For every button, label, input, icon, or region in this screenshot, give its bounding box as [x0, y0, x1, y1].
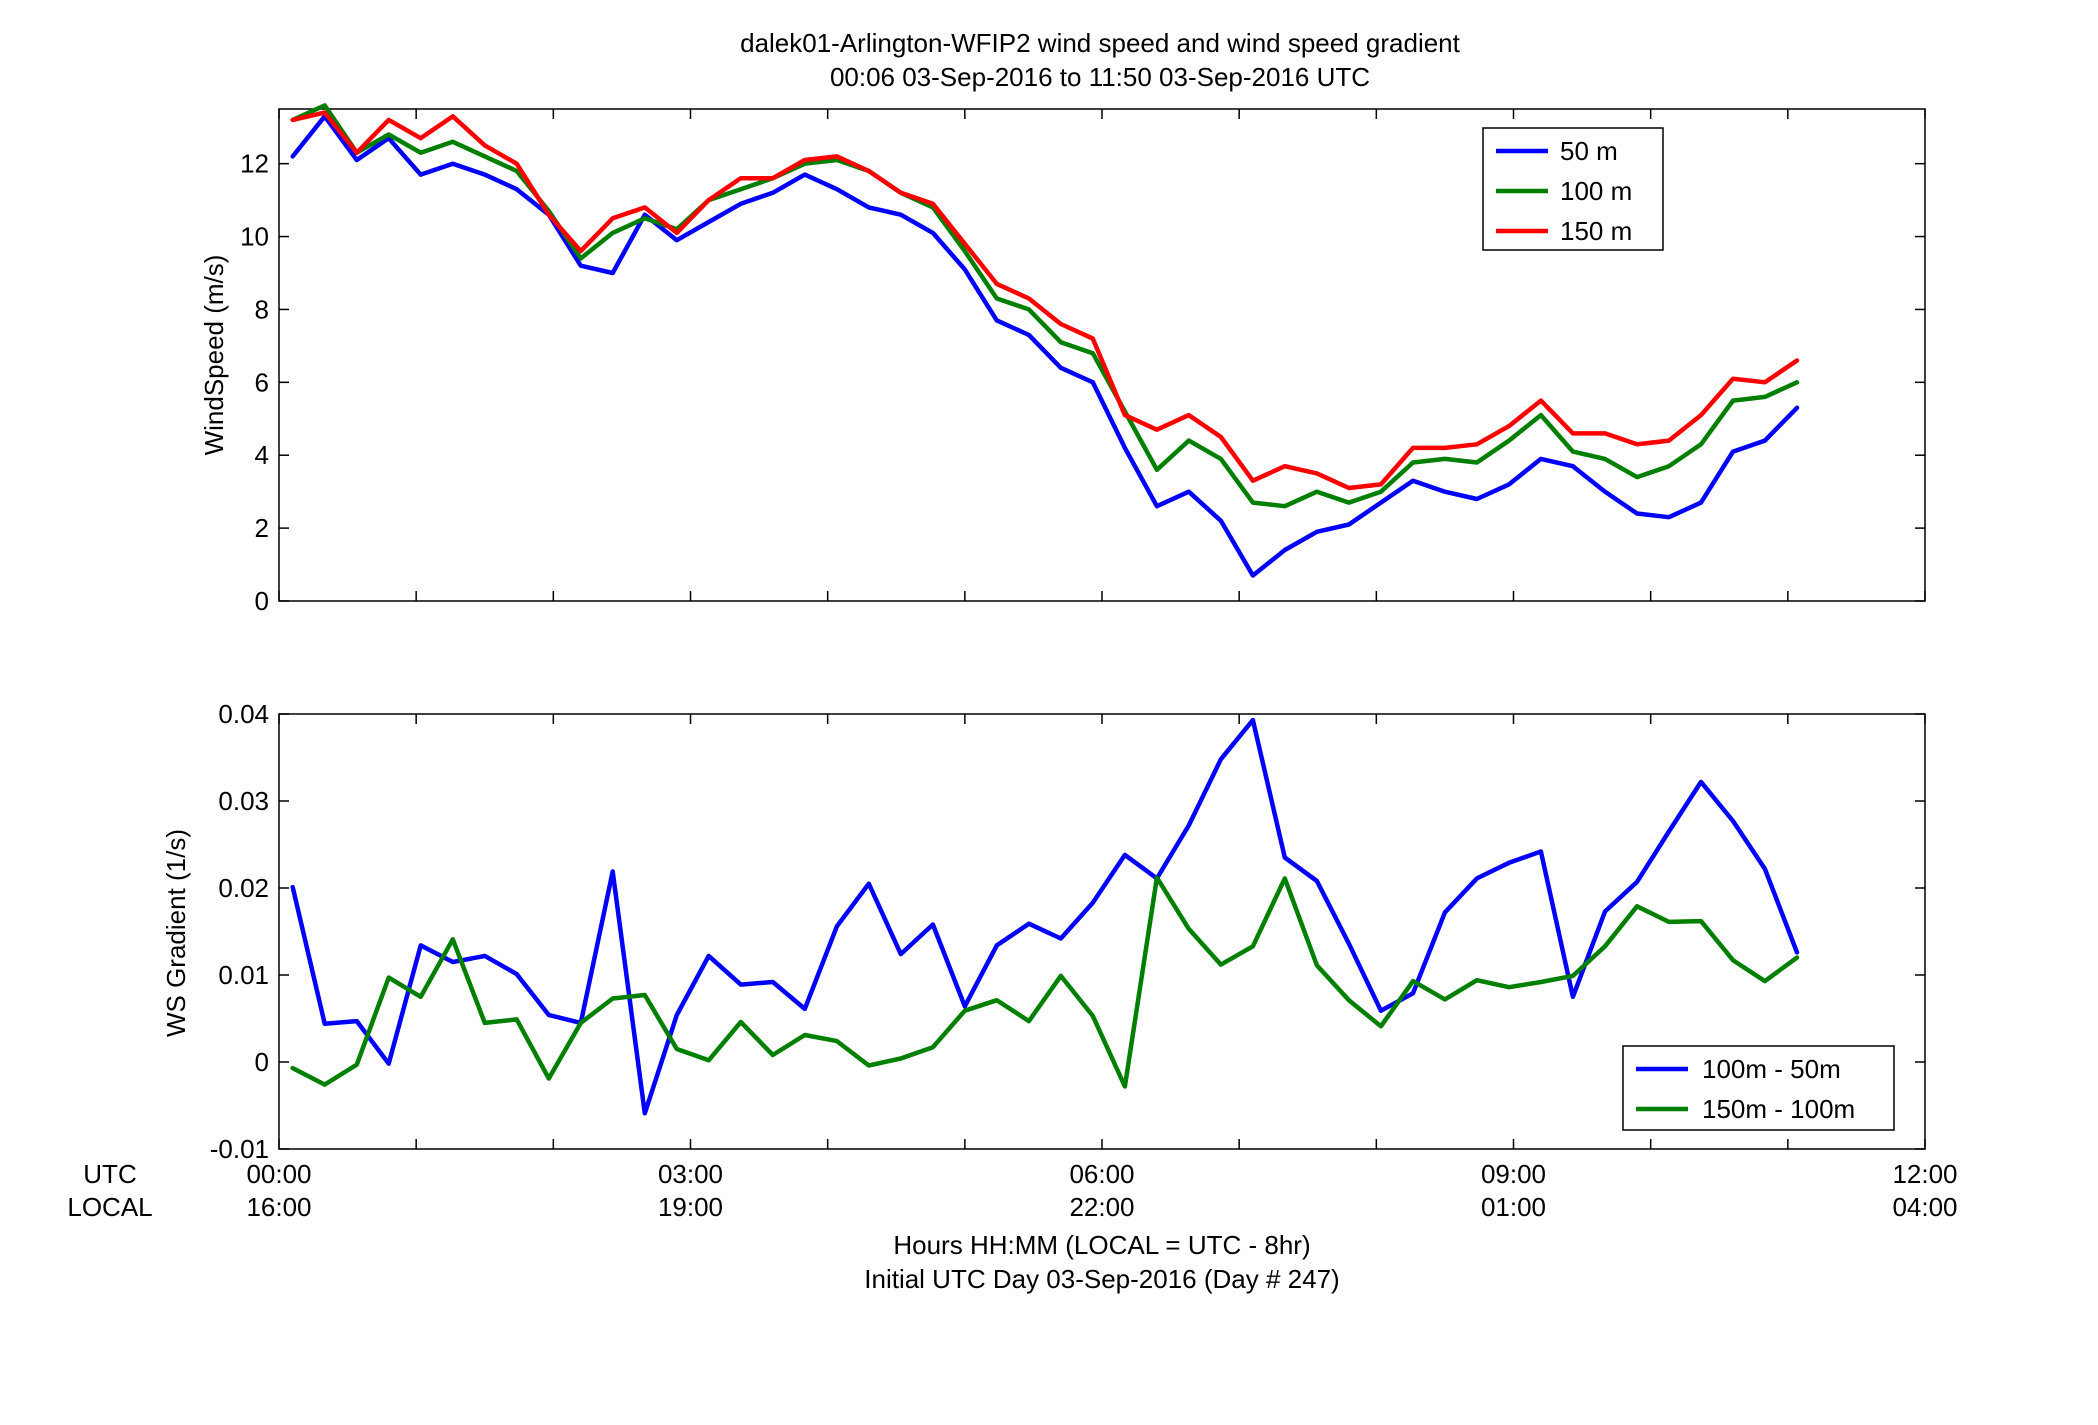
legend-label-100m: 100 m — [1560, 176, 1632, 206]
legend-label-150m: 150 m — [1560, 216, 1632, 246]
gradient-series-150m-100m — [290, 875, 1800, 1089]
windspeed-ytick-label: 4 — [255, 440, 269, 470]
windspeed-series-50-m — [290, 114, 1800, 578]
gradient-ytick-label: -0.01 — [210, 1134, 269, 1164]
utc-tick-label: 03:00 — [658, 1159, 723, 1189]
local-tick-label: 22:00 — [1069, 1192, 1134, 1222]
utc-tick-label: 06:00 — [1069, 1159, 1134, 1189]
windspeed-ytick-label: 2 — [255, 513, 269, 543]
x-axis-label: Hours HH:MM (LOCAL = UTC - 8hr) — [893, 1230, 1310, 1260]
windspeed-panel: 0 2 4 6 8 10 12 WindSpeed (m/s) 50 m 100 m 150… — [199, 103, 1926, 616]
local-tick-label: 19:00 — [658, 1192, 723, 1222]
windspeed-ytick-label: 12 — [240, 149, 269, 179]
windspeed-ytick-label: 0 — [255, 586, 269, 616]
gradient-series-100m-50m — [290, 717, 1800, 1116]
x-axis-sublabel: Initial UTC Day 03-Sep-2016 (Day # 247) — [864, 1264, 1339, 1294]
windspeed-series — [290, 103, 1800, 578]
windspeed-legend: 50 m 100 m 150 m — [1482, 127, 1664, 251]
legend-label-50m: 50 m — [1560, 136, 1618, 166]
legend-label-100m-50m: 100m - 50m — [1702, 1054, 1841, 1084]
utc-tick-label: 09:00 — [1481, 1159, 1546, 1189]
gradient-legend: 100m - 50m 150m - 100m — [1622, 1045, 1895, 1131]
gradient-legend-box — [1622, 1045, 1895, 1131]
local-row-label: LOCAL — [67, 1192, 152, 1222]
gradient-ytick-label: 0.04 — [218, 699, 269, 729]
gradient-ytick-label: 0.03 — [218, 786, 269, 816]
gradient-ylabel: WS Gradient (1/s) — [161, 829, 191, 1037]
chart-subtitle: 00:06 03-Sep-2016 to 11:50 03-Sep-2016 U… — [830, 62, 1370, 92]
utc-tick-label: 12:00 — [1892, 1159, 1957, 1189]
gradient-panel: -0.01 0 0.01 0.02 0.03 0.04 WS Gradient (1/s)… — [161, 699, 1926, 1164]
gradient-ytick-label: 0.01 — [218, 960, 269, 990]
windspeed-ytick-label: 10 — [240, 222, 269, 252]
local-tick-label: 04:00 — [1892, 1192, 1957, 1222]
utc-tick-label: 00:00 — [246, 1159, 311, 1189]
utc-row-label: UTC — [83, 1159, 136, 1189]
local-tick-label: 16:00 — [246, 1192, 311, 1222]
gradient-ticks: -0.01 0 0.01 0.02 0.03 0.04 — [210, 699, 1926, 1164]
legend-label-150m-100m: 150m - 100m — [1702, 1094, 1855, 1124]
gradient-ytick-label: 0.02 — [218, 873, 269, 903]
windspeed-ylabel: WindSpeed (m/s) — [199, 255, 229, 456]
gradient-ytick-label: 0 — [255, 1047, 269, 1077]
chart-title: dalek01-Arlington-WFIP2 wind speed and w… — [740, 28, 1461, 58]
windspeed-ytick-label: 8 — [255, 294, 269, 324]
windspeed-ticks: 0 2 4 6 8 10 12 — [240, 109, 1926, 616]
gradient-series — [290, 717, 1800, 1116]
windspeed-series-150-m — [290, 110, 1800, 491]
windspeed-ytick-label: 6 — [255, 367, 269, 397]
local-tick-label: 01:00 — [1481, 1192, 1546, 1222]
